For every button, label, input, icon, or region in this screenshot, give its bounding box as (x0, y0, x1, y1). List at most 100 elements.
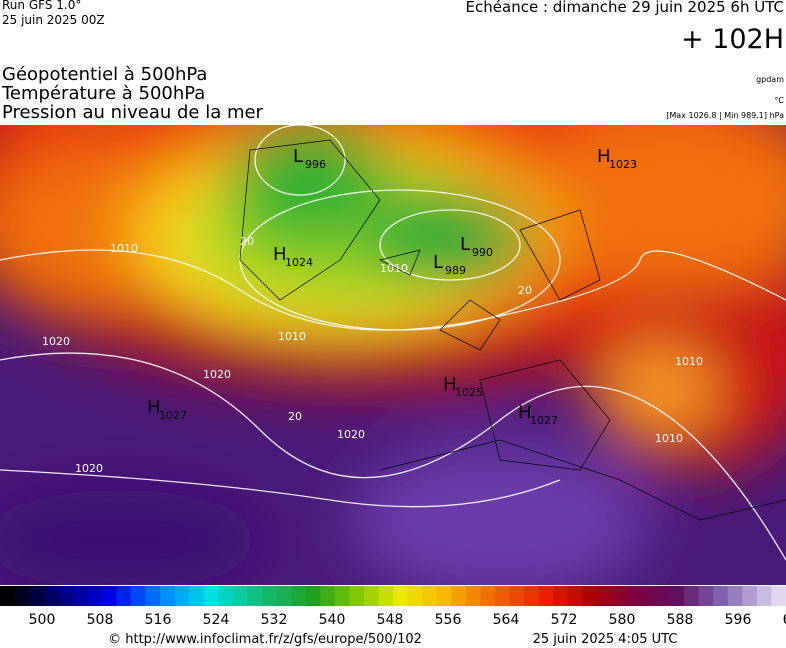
colorbar-swatch (160, 586, 176, 606)
colorbar-swatch (305, 586, 321, 606)
colorbar-swatch (0, 586, 16, 606)
contour-label: 20 (240, 235, 254, 248)
colorbar-swatch (145, 586, 161, 606)
colorbar-swatch (494, 586, 510, 606)
colorbar-swatch (232, 586, 248, 606)
colorbar-tick-label: 596 (725, 612, 752, 628)
center-kind: H (518, 402, 532, 423)
center-value: 1027 (530, 414, 558, 427)
colorbar-swatch (625, 586, 641, 606)
colorbar-swatch (189, 586, 205, 606)
colorbar: 500 508 516 524 532 540 548 556 564 572 580 588 596 6… (0, 586, 786, 628)
center-value: 1027 (159, 409, 187, 422)
contour-label: 1010 (278, 330, 306, 343)
colorbar-swatch (262, 586, 278, 606)
contour-label: 1010 (675, 355, 703, 368)
lead-time: + 102H (681, 24, 784, 55)
center-kind: L (460, 234, 470, 255)
valid-time: Echéance : dimanche 29 juin 2025 6h UTC (466, 0, 784, 16)
colorbar-swatch (247, 586, 263, 606)
colorbar-swatch (582, 586, 598, 606)
colorbar-swatch (509, 586, 525, 606)
center-value: 1023 (609, 158, 637, 171)
colorbar-swatch (29, 586, 45, 606)
colorbar-swatch (422, 586, 438, 606)
colorbar-tick-label: 540 (319, 612, 346, 628)
center-value: 989 (445, 264, 466, 277)
colorbar-swatch (58, 586, 74, 606)
colorbar-swatch (727, 586, 743, 606)
colorbar-tick-label: 508 (87, 612, 114, 628)
contour-label: 1010 (655, 432, 683, 445)
contour-label: 20 (288, 410, 302, 423)
timestamp: 25 juin 2025 4:05 UTC (533, 632, 678, 647)
center-value: 996 (305, 158, 326, 171)
colorbar-swatch (567, 586, 583, 606)
center-kind: L (433, 252, 443, 273)
colorbar-tick-label: 580 (609, 612, 636, 628)
colorbar-swatch (669, 586, 685, 606)
colorbar-swatch (684, 586, 700, 606)
colorbar-tick-label: 524 (203, 612, 230, 628)
colorbar-swatch (218, 586, 234, 606)
colorbar-swatch (14, 586, 30, 606)
unit: [Max 1026.8 | Min 989.1] hPa (666, 111, 784, 120)
center-value: 1024 (285, 256, 313, 269)
unit: °C (774, 96, 784, 105)
field: Pression au niveau de la mer (2, 102, 264, 123)
colorbar-swatch (101, 586, 117, 606)
contour-label: 1010 (110, 242, 138, 255)
colorbar-swatch (72, 586, 88, 606)
contour-label: 1020 (42, 335, 70, 348)
colorbar-swatch (43, 586, 59, 606)
colorbar-swatch (742, 586, 758, 606)
colorbar-swatch (698, 586, 714, 606)
center-kind: H (443, 374, 457, 395)
colorbar-swatch (349, 586, 365, 606)
source: © http://www.infoclimat.fr/z/gfs/europe/… (108, 632, 422, 647)
contour-label: 20 (518, 284, 532, 297)
colorbar-swatch (378, 586, 394, 606)
colorbar-tick-label: 516 (145, 612, 172, 628)
colorbar-swatch (640, 586, 656, 606)
colorbar-tick-label: 588 (667, 612, 694, 628)
field: Géopotentiel à 500hPa (2, 64, 207, 85)
colorbar-swatch (538, 586, 554, 606)
colorbar-swatch (291, 586, 307, 606)
colorbar-swatch (480, 586, 496, 606)
colorbar-tick-label: 604 (783, 612, 786, 628)
colorbar-tick-label: 548 (377, 612, 404, 628)
colorbar-swatch (131, 586, 147, 606)
center-kind: H (597, 146, 611, 167)
colorbar-swatch (87, 586, 103, 606)
run: Run GFS 1.0° (2, 0, 81, 12)
contour-label: 1020 (337, 428, 365, 441)
contour-label: 1020 (75, 462, 103, 475)
colorbar-tick-label: 572 (551, 612, 578, 628)
colorbar-swatch (465, 586, 481, 606)
center-value: 990 (472, 246, 493, 259)
colorbar-swatch (203, 586, 219, 606)
center-kind: L (293, 146, 303, 167)
contour-label: 1010 (380, 262, 408, 275)
colorbar-tick-label: 532 (261, 612, 288, 628)
colorbar-swatch (451, 586, 467, 606)
colorbar-swatch (553, 586, 569, 606)
unit: gpdam (756, 75, 784, 84)
colorbar-swatch (116, 586, 132, 606)
contour-labels: 1010 1010 1020 1020 1020 1020 1010 1010 20 20 20 10… (42, 235, 703, 475)
colorbar-swatch (320, 586, 336, 606)
colorbar-swatch (524, 586, 540, 606)
center-kind: H (273, 244, 287, 265)
colorbar-swatch (611, 586, 627, 606)
colorbar-swatch (363, 586, 379, 606)
colorbar-swatch (596, 586, 612, 606)
field: Température à 500hPa (1, 83, 205, 104)
colorbar-swatch (436, 586, 452, 606)
colorbar-tick-label: 500 (29, 612, 56, 628)
colorbar-swatch (756, 586, 772, 606)
colorbar-swatch (334, 586, 350, 606)
colorbar-swatch (393, 586, 409, 606)
